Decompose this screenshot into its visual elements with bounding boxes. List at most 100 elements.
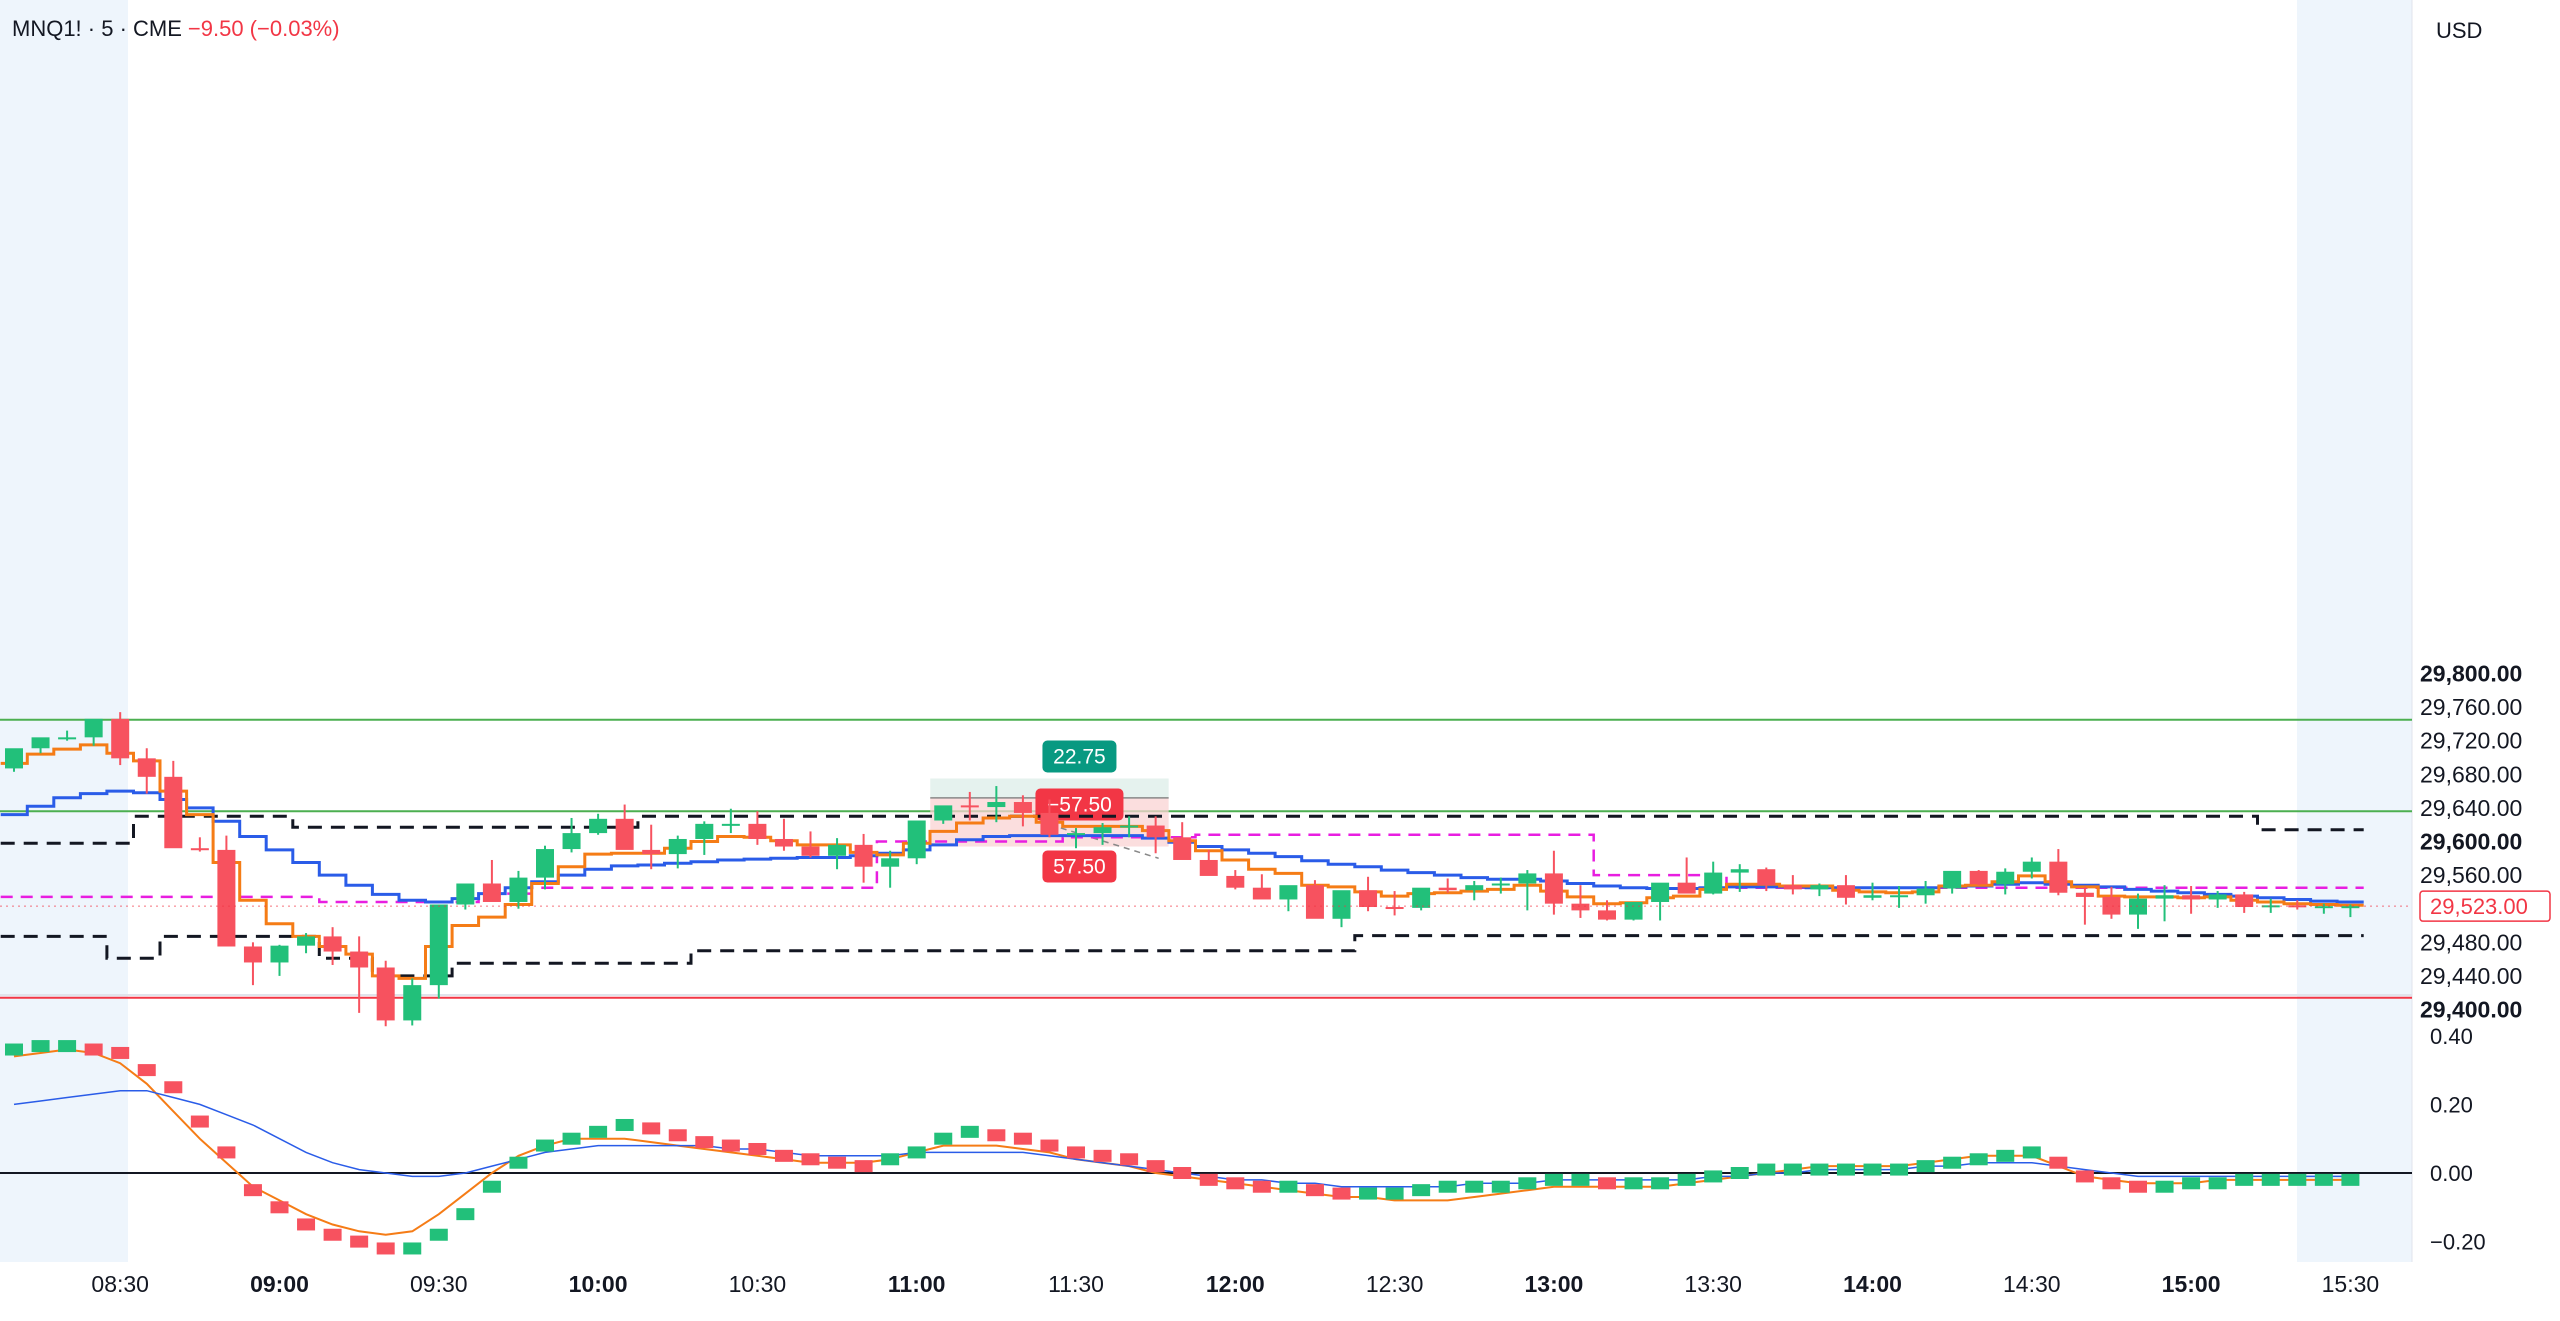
- candle-body[interactable]: [1757, 869, 1776, 886]
- oscillator-axis[interactable]: 0.40 0.20 0.00 −0.20: [2430, 1024, 2486, 1255]
- candle-body[interactable]: [1571, 903, 1590, 911]
- price-axis[interactable]: 29,800.00 29,760.00 29,720.00 29,680.00 29,6…: [0, 661, 2551, 1023]
- candle-body[interactable]: [1810, 885, 1829, 890]
- candle-body[interactable]: [217, 849, 236, 947]
- candle-body[interactable]: [2235, 894, 2254, 908]
- last-price-tag[interactable]: [2419, 890, 2551, 922]
- candle-body[interactable]: [1491, 883, 1510, 886]
- candle-body[interactable]: [1279, 885, 1298, 900]
- candle-body[interactable]: [429, 904, 448, 986]
- candle-body[interactable]: [615, 818, 634, 850]
- candle-body[interactable]: [1146, 825, 1165, 838]
- candle-body[interactable]: [748, 823, 767, 839]
- candle-body[interactable]: [31, 737, 50, 749]
- candle-body[interactable]: [1783, 885, 1802, 890]
- candle-body[interactable]: [1120, 825, 1139, 828]
- candle-body[interactable]: [84, 718, 103, 738]
- candle-body[interactable]: [721, 823, 740, 826]
- candle-body[interactable]: [562, 833, 581, 850]
- candle-body[interactable]: [350, 951, 369, 968]
- candle-body[interactable]: [1173, 837, 1192, 860]
- candle-body[interactable]: [854, 844, 873, 867]
- candle-body[interactable]: [164, 776, 183, 849]
- candle-body[interactable]: [1651, 882, 1670, 902]
- candle-body[interactable]: [1252, 887, 1271, 900]
- candle-body[interactable]: [1385, 907, 1404, 910]
- candle-body[interactable]: [2182, 895, 2201, 900]
- symbol-text[interactable]: MNQ1! · 5 · CME: [12, 16, 182, 41]
- candle-body[interactable]: [456, 883, 475, 905]
- candle-body[interactable]: [190, 848, 209, 851]
- candle-body[interactable]: [2102, 896, 2121, 915]
- candle-body[interactable]: [2049, 861, 2068, 893]
- candle-body[interactable]: [297, 936, 316, 946]
- candle-body[interactable]: [1359, 890, 1378, 908]
- candle-body[interactable]: [907, 820, 926, 859]
- candle-body[interactable]: [1438, 887, 1457, 891]
- candle-body[interactable]: [1332, 890, 1351, 919]
- candle-body[interactable]: [1969, 870, 1988, 885]
- candle-body[interactable]: [1916, 888, 1935, 896]
- candle-body[interactable]: [58, 737, 77, 740]
- candle-body[interactable]: [2022, 861, 2041, 872]
- candle-body[interactable]: [536, 849, 554, 878]
- candle-body[interactable]: [1996, 871, 2015, 885]
- candle-body[interactable]: [2314, 906, 2333, 909]
- candle-body[interactable]: [1598, 910, 1616, 920]
- candle-body[interactable]: [774, 838, 793, 847]
- currency-label[interactable]: USD: [2436, 18, 2483, 43]
- symbol-header[interactable]: MNQ1! · 5 · CME −9.50 (−0.03%): [12, 16, 340, 42]
- candle-body[interactable]: [881, 858, 900, 867]
- candle-body[interactable]: [642, 849, 661, 855]
- candle-body[interactable]: [1863, 895, 1882, 898]
- candle-body[interactable]: [482, 883, 501, 902]
- candle-body[interactable]: [2341, 906, 2360, 909]
- candle-body[interactable]: [509, 877, 528, 902]
- candle-body[interactable]: [828, 844, 847, 856]
- candle-body[interactable]: [403, 985, 422, 1021]
- candle-body[interactable]: [2208, 894, 2227, 900]
- candle-body[interactable]: [376, 967, 395, 1021]
- candle-body[interactable]: [934, 805, 953, 821]
- candle-body[interactable]: [270, 945, 289, 963]
- candle-body[interactable]: [1093, 827, 1112, 834]
- candle-body[interactable]: [137, 758, 156, 777]
- candle-body[interactable]: [987, 802, 1006, 808]
- candle-body[interactable]: [111, 718, 130, 759]
- candle-body[interactable]: [1518, 873, 1537, 884]
- candle-body[interactable]: [1730, 869, 1749, 873]
- candle-body[interactable]: [960, 805, 979, 808]
- candle-body[interactable]: [1013, 802, 1032, 813]
- candle-body[interactable]: [5, 748, 23, 769]
- candle-body[interactable]: [2075, 892, 2094, 897]
- candle-body[interactable]: [2288, 905, 2307, 908]
- candle-body[interactable]: [1040, 812, 1059, 835]
- target-tag[interactable]: [1042, 740, 1117, 773]
- candle-body[interactable]: [1624, 901, 1643, 920]
- candle-body[interactable]: [1544, 873, 1563, 904]
- candle-body[interactable]: [1890, 895, 1909, 898]
- candle-body[interactable]: [243, 946, 262, 963]
- candlestick-series[interactable]: [5, 712, 2360, 1027]
- candle-body[interactable]: [801, 846, 820, 856]
- candle-body[interactable]: [1305, 885, 1324, 919]
- pnl-tag[interactable]: [1035, 788, 1124, 821]
- candle-body[interactable]: [2155, 895, 2174, 899]
- candle-body[interactable]: [1199, 859, 1218, 876]
- candle-body[interactable]: [695, 823, 714, 839]
- candle-body[interactable]: [668, 838, 687, 855]
- candle-body[interactable]: [1465, 885, 1484, 891]
- candle-body[interactable]: [1943, 870, 1962, 889]
- candle-body[interactable]: [1836, 885, 1855, 898]
- time-axis[interactable]: 08:30 09:00 09:30 10:00 10:30 11:00 11:30 12:00…: [91, 1271, 2379, 1297]
- candle-body[interactable]: [1226, 875, 1245, 888]
- candle-body[interactable]: [2261, 905, 2280, 908]
- candle-body[interactable]: [1412, 887, 1431, 908]
- candle-body[interactable]: [1704, 872, 1723, 894]
- candle-body[interactable]: [1677, 882, 1696, 894]
- candle-body[interactable]: [1067, 833, 1085, 836]
- candle-body[interactable]: [589, 818, 608, 834]
- candle-body[interactable]: [323, 936, 342, 952]
